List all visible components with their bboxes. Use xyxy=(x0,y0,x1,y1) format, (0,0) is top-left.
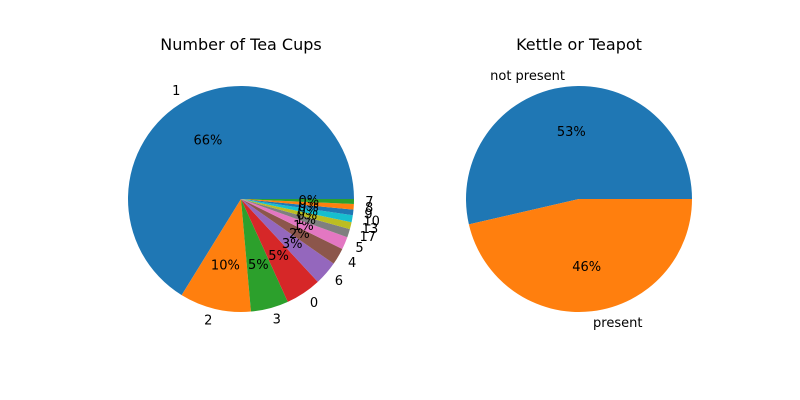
slice-label: present xyxy=(593,316,642,331)
pie-slice xyxy=(181,199,251,312)
pie-slice xyxy=(241,199,318,302)
slice-label: 6 xyxy=(335,274,343,289)
slice-label: 9 xyxy=(364,207,372,222)
slice-label: 4 xyxy=(348,256,356,271)
slice-percent-label: 46% xyxy=(572,260,601,275)
chart-title: Kettle or Teapot xyxy=(516,35,642,54)
slice-label: 2 xyxy=(204,313,212,328)
pie-slice xyxy=(128,85,354,296)
slice-percent-label: 3% xyxy=(282,237,303,252)
pie-slice xyxy=(241,199,343,264)
slice-label: 13 xyxy=(362,222,379,237)
slice-label: 8 xyxy=(365,201,373,216)
slice-percent-label: 10% xyxy=(211,258,240,273)
pie-slice xyxy=(241,199,350,238)
pie-slice xyxy=(241,199,288,312)
slice-percent-label: 5% xyxy=(268,249,289,264)
slice-label: 7 xyxy=(365,195,373,210)
slice-label: 17 xyxy=(359,230,376,245)
slice-percent-label: 2% xyxy=(289,227,310,242)
pie-chart-kettle-teapot: Kettle or Teapot not present 53% present 46… xyxy=(466,35,692,331)
slice-percent-label: 66% xyxy=(194,133,223,148)
pie-slice xyxy=(466,85,692,225)
slice-label: not present xyxy=(490,69,565,84)
slice-label: 10 xyxy=(363,214,380,229)
slice-percent-label: 5% xyxy=(248,258,269,273)
slice-label: 5 xyxy=(355,241,363,256)
slice-label: 0 xyxy=(310,296,318,311)
pie-slice xyxy=(241,199,354,210)
pie-slice xyxy=(241,199,353,223)
pie-slice xyxy=(241,199,354,216)
slice-percent-label: 0% xyxy=(298,194,319,209)
pie-slice xyxy=(241,199,354,204)
pie-chart-tea-cups: Number of Tea Cups 1 66% 2 10% 3 5% 0 5% 6 3% 4 2% 5… xyxy=(128,35,380,328)
slice-label: 1 xyxy=(172,84,180,99)
slice-percent-label: 53% xyxy=(557,125,586,140)
pie-slice xyxy=(241,199,334,282)
pie-slice xyxy=(241,199,352,230)
pie-slice xyxy=(468,199,692,312)
slice-label: 3 xyxy=(273,313,281,328)
chart-title: Number of Tea Cups xyxy=(160,35,321,54)
pie-slice xyxy=(241,199,348,250)
